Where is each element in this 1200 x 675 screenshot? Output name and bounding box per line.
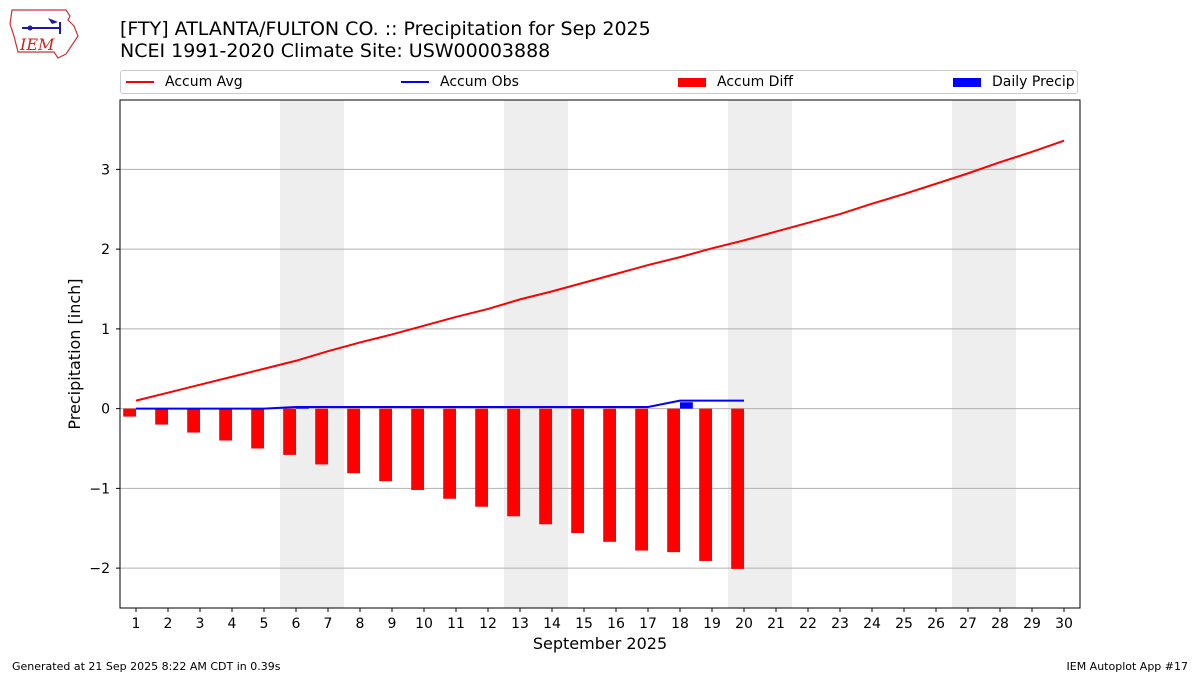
accum-diff-bar [347, 408, 360, 474]
x-tick-label: 8 [356, 616, 365, 632]
legend-label-accum-avg: Accum Avg [165, 74, 243, 90]
accum-obs-line [136, 399, 744, 410]
x-tick-label: 18 [671, 616, 689, 632]
weekend-shading [280, 100, 1016, 608]
accum-diff-bar [315, 408, 328, 465]
x-tick-label: 14 [543, 616, 561, 632]
y-tick-label: −1 [89, 481, 110, 497]
legend-label-accum-obs: Accum Obs [440, 74, 519, 90]
legend-item-accum-obs: Accum Obs [401, 71, 519, 93]
x-tick-label: 7 [324, 616, 333, 632]
x-axis-ticks: 1 2 3 4 5 6 7 8 9 10 11 12 13 14 15 16 17 18 19 20 21 22 23 24 2… [132, 608, 1073, 632]
legend-item-daily-precip: Daily Precip [953, 71, 1075, 93]
footer-generated-text: Generated at 21 Sep 2025 8:22 AM CDT in … [12, 660, 281, 673]
accum-diff-bar [155, 408, 168, 425]
accum-diff-bar [667, 408, 680, 553]
chart-title: [FTY] ATLANTA/FULTON CO. :: Precipitatio… [120, 18, 651, 40]
x-tick-label: 21 [767, 616, 785, 632]
x-tick-label: 24 [863, 616, 881, 632]
logo-text: IEM [19, 35, 55, 54]
daily-precip-bar [296, 407, 309, 409]
iem-logo: IEM [9, 9, 79, 59]
legend-swatch-accum-avg [126, 81, 154, 83]
plot-frame [119, 99, 1081, 609]
x-tick-label: 3 [196, 616, 205, 632]
accum-diff-bar [443, 408, 456, 499]
accum-diff-bar [251, 408, 264, 449]
y-tick-label: 2 [101, 242, 110, 258]
x-tick-label: 15 [575, 616, 593, 632]
legend-item-accum-diff: Accum Diff [678, 71, 793, 93]
accum-diff-bar [411, 408, 424, 490]
gridlines [120, 168, 1080, 569]
accum-diff-bar [123, 408, 136, 417]
x-tick-label: 1 [132, 616, 141, 632]
x-tick-label: 26 [927, 616, 945, 632]
accum-diff-bar [603, 408, 616, 542]
x-tick-label: 5 [260, 616, 269, 632]
x-tick-label: 23 [831, 616, 849, 632]
legend-swatch-accum-obs [401, 81, 429, 83]
accum-diff-bar [475, 408, 488, 507]
chart-legend: Accum Avg Accum Obs Accum Diff Daily Pre… [120, 70, 1078, 94]
legend-swatch-daily-precip [953, 77, 981, 87]
x-tick-label: 13 [511, 616, 529, 632]
y-axis-ticks: −2 −1 0 1 2 3 [89, 162, 120, 577]
legend-item-accum-avg: Accum Avg [126, 71, 243, 93]
accum-avg-line [135, 139, 1065, 402]
series-lines [135, 139, 1065, 410]
accum-diff-bar [699, 408, 712, 561]
weekend-shade [280, 100, 344, 608]
x-tick-label: 10 [415, 616, 433, 632]
x-tick-label: 17 [639, 616, 657, 632]
x-tick-label: 2 [164, 616, 173, 632]
legend-label-accum-diff: Accum Diff [717, 74, 794, 90]
x-tick-label: 20 [735, 616, 753, 632]
x-tick-label: 28 [991, 616, 1009, 632]
y-tick-label: −2 [89, 561, 110, 577]
x-tick-label: 4 [228, 616, 237, 632]
y-axis-label: Precipitation [inch] [65, 278, 84, 429]
weekend-shade [952, 100, 1016, 608]
x-tick-label: 29 [1023, 616, 1041, 632]
accum-diff-bar [379, 408, 392, 482]
accum-diff-bar [219, 408, 232, 441]
x-tick-label: 6 [292, 616, 301, 632]
daily-precip-bars [296, 402, 693, 409]
accum-diff-bar [283, 408, 296, 455]
chart-subtitle: NCEI 1991-2020 Climate Site: USW00003888 [120, 40, 551, 62]
accum-diff-bar [187, 408, 200, 433]
legend-label-daily-precip: Daily Precip [992, 74, 1075, 90]
y-tick-label: 0 [101, 402, 110, 418]
x-tick-label: 9 [388, 616, 397, 632]
accum-diff-bar [731, 408, 744, 569]
x-tick-label: 11 [447, 616, 465, 632]
accum-diff-bar [507, 408, 520, 517]
y-tick-label: 3 [101, 162, 110, 178]
accum-diff-bar [635, 408, 648, 551]
footer-app-text: IEM Autoplot App #17 [1066, 660, 1189, 673]
y-tick-label: 1 [101, 322, 110, 338]
x-tick-label: 30 [1055, 616, 1073, 632]
accum-diff-bars [123, 408, 744, 569]
daily-precip-bar [680, 402, 693, 409]
x-tick-label: 19 [703, 616, 721, 632]
x-tick-label: 27 [959, 616, 977, 632]
x-tick-label: 16 [607, 616, 625, 632]
x-tick-label: 12 [479, 616, 497, 632]
x-tick-label: 25 [895, 616, 913, 632]
x-axis-label: September 2025 [533, 634, 667, 653]
weekend-shade [728, 100, 792, 608]
accum-diff-bar [571, 408, 584, 534]
legend-swatch-accum-diff [678, 77, 706, 87]
accum-diff-bar [539, 408, 552, 525]
x-tick-label: 22 [799, 616, 817, 632]
weekend-shade [504, 100, 568, 608]
